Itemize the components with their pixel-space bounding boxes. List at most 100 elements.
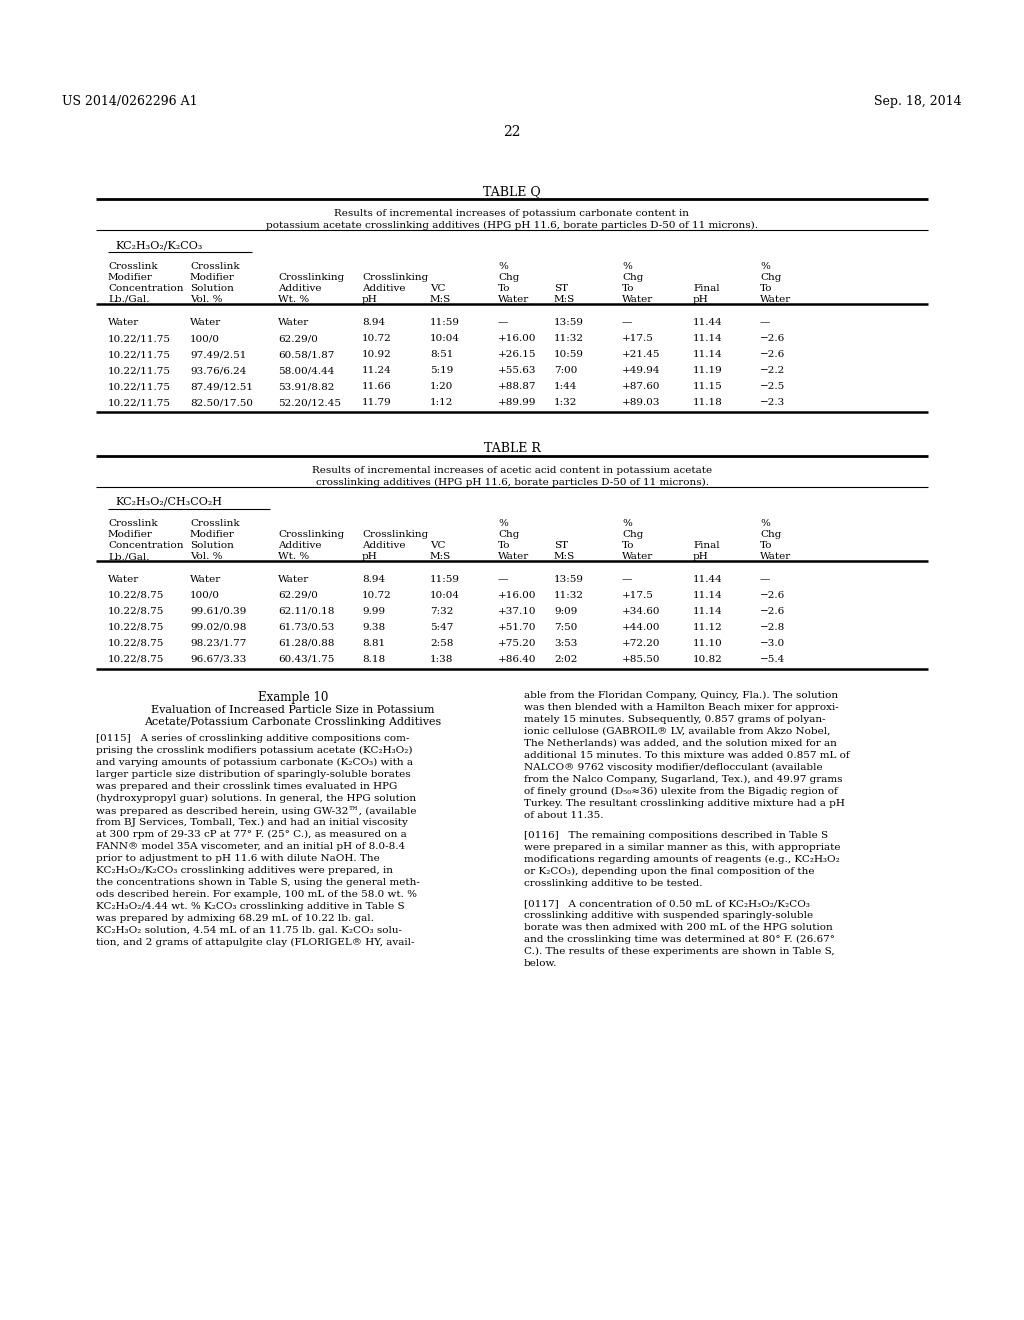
Text: Water: Water: [278, 576, 309, 583]
Text: +86.40: +86.40: [498, 655, 537, 664]
Text: —: —: [622, 576, 633, 583]
Text: +44.00: +44.00: [622, 623, 660, 632]
Text: Chg: Chg: [622, 273, 643, 282]
Text: 10.82: 10.82: [693, 655, 723, 664]
Text: 11.14: 11.14: [693, 334, 723, 343]
Text: 93.76/6.24: 93.76/6.24: [190, 366, 247, 375]
Text: Chg: Chg: [498, 273, 519, 282]
Text: TABLE Q: TABLE Q: [483, 185, 541, 198]
Text: +21.45: +21.45: [622, 350, 660, 359]
Text: +34.60: +34.60: [622, 607, 660, 616]
Text: ionic cellulose (GABROIL® LV, available from Akzo Nobel,: ionic cellulose (GABROIL® LV, available …: [524, 727, 830, 737]
Text: from BJ Services, Tomball, Tex.) and had an initial viscosity: from BJ Services, Tomball, Tex.) and had…: [96, 818, 408, 828]
Text: Water: Water: [108, 576, 139, 583]
Text: 11:59: 11:59: [430, 318, 460, 327]
Text: Modifier: Modifier: [190, 531, 234, 539]
Text: M:S: M:S: [430, 294, 452, 304]
Text: +89.03: +89.03: [622, 399, 660, 407]
Text: To: To: [622, 284, 635, 293]
Text: M:S: M:S: [554, 294, 575, 304]
Text: Water: Water: [190, 576, 221, 583]
Text: 13:59: 13:59: [554, 576, 584, 583]
Text: tion, and 2 grams of attapulgite clay (FLORIGEL® HY, avail-: tion, and 2 grams of attapulgite clay (F…: [96, 939, 415, 948]
Text: 11.14: 11.14: [693, 591, 723, 601]
Text: Chg: Chg: [498, 531, 519, 539]
Text: −2.2: −2.2: [760, 366, 785, 375]
Text: +16.00: +16.00: [498, 591, 537, 601]
Text: +49.94: +49.94: [622, 366, 660, 375]
Text: 11.66: 11.66: [362, 381, 392, 391]
Text: —: —: [498, 576, 508, 583]
Text: 11.44: 11.44: [693, 318, 723, 327]
Text: 10.22/8.75: 10.22/8.75: [108, 639, 165, 648]
Text: 58.00/4.44: 58.00/4.44: [278, 366, 335, 375]
Text: 7:32: 7:32: [430, 607, 454, 616]
Text: Solution: Solution: [190, 541, 233, 550]
Text: pH: pH: [362, 294, 378, 304]
Text: 10.22/11.75: 10.22/11.75: [108, 350, 171, 359]
Text: KC₂H₃O₂/CH₃CO₂H: KC₂H₃O₂/CH₃CO₂H: [115, 498, 222, 507]
Text: 9.38: 9.38: [362, 623, 385, 632]
Text: 10.72: 10.72: [362, 334, 392, 343]
Text: Water: Water: [498, 552, 529, 561]
Text: 11:32: 11:32: [554, 334, 584, 343]
Text: Final: Final: [693, 284, 720, 293]
Text: 11.12: 11.12: [693, 623, 723, 632]
Text: Crosslink: Crosslink: [108, 519, 158, 528]
Text: Crosslinking: Crosslinking: [278, 273, 344, 282]
Text: at 300 rpm of 29-33 cP at 77° F. (25° C.), as measured on a: at 300 rpm of 29-33 cP at 77° F. (25° C.…: [96, 830, 407, 840]
Text: 97.49/2.51: 97.49/2.51: [190, 350, 247, 359]
Text: −2.6: −2.6: [760, 334, 785, 343]
Text: −2.5: −2.5: [760, 381, 785, 391]
Text: Vol. %: Vol. %: [190, 552, 222, 561]
Text: 53.91/8.82: 53.91/8.82: [278, 381, 335, 391]
Text: NALCO® 9762 viscosity modifier/deflocculant (available: NALCO® 9762 viscosity modifier/defloccul…: [524, 763, 822, 772]
Text: 10:59: 10:59: [554, 350, 584, 359]
Text: 99.61/0.39: 99.61/0.39: [190, 607, 247, 616]
Text: 11.15: 11.15: [693, 381, 723, 391]
Text: 7:00: 7:00: [554, 366, 578, 375]
Text: +17.5: +17.5: [622, 334, 654, 343]
Text: Crosslink: Crosslink: [190, 519, 240, 528]
Text: M:S: M:S: [430, 552, 452, 561]
Text: 1:32: 1:32: [554, 399, 578, 407]
Text: The Netherlands) was added, and the solution mixed for an: The Netherlands) was added, and the solu…: [524, 739, 837, 748]
Text: ST: ST: [554, 541, 568, 550]
Text: 11.79: 11.79: [362, 399, 392, 407]
Text: was prepared as described herein, using GW-32™, (available: was prepared as described herein, using …: [96, 807, 417, 816]
Text: 2:02: 2:02: [554, 655, 578, 664]
Text: prising the crosslink modifiers potassium acetate (KC₂H₃O₂): prising the crosslink modifiers potassiu…: [96, 746, 413, 755]
Text: crosslinking additive with suspended sparingly-soluble: crosslinking additive with suspended spa…: [524, 911, 813, 920]
Text: To: To: [760, 541, 772, 550]
Text: %: %: [498, 519, 508, 528]
Text: −2.6: −2.6: [760, 591, 785, 601]
Text: 10:04: 10:04: [430, 334, 460, 343]
Text: 62.11/0.18: 62.11/0.18: [278, 607, 335, 616]
Text: 11.44: 11.44: [693, 576, 723, 583]
Text: +88.87: +88.87: [498, 381, 537, 391]
Text: %: %: [622, 519, 632, 528]
Text: +37.10: +37.10: [498, 607, 537, 616]
Text: To: To: [498, 541, 511, 550]
Text: ods described herein. For example, 100 mL of the 58.0 wt. %: ods described herein. For example, 100 m…: [96, 890, 417, 899]
Text: was then blended with a Hamilton Beach mixer for approxi-: was then blended with a Hamilton Beach m…: [524, 704, 839, 711]
Text: or K₂CO₃), depending upon the final composition of the: or K₂CO₃), depending upon the final comp…: [524, 867, 814, 876]
Text: 60.43/1.75: 60.43/1.75: [278, 655, 335, 664]
Text: crosslinking additives (HPG pH 11.6, borate particles D-50 of 11 microns).: crosslinking additives (HPG pH 11.6, bor…: [315, 478, 709, 487]
Text: 9:09: 9:09: [554, 607, 578, 616]
Text: FANN® model 35A viscometer, and an initial pH of 8.0-8.4: FANN® model 35A viscometer, and an initi…: [96, 842, 406, 851]
Text: mately 15 minutes. Subsequently, 0.857 grams of polyan-: mately 15 minutes. Subsequently, 0.857 g…: [524, 715, 825, 723]
Text: 1:20: 1:20: [430, 381, 454, 391]
Text: Crosslinking: Crosslinking: [362, 531, 428, 539]
Text: [0115]   A series of crosslinking additive compositions com-: [0115] A series of crosslinking additive…: [96, 734, 410, 743]
Text: To: To: [622, 541, 635, 550]
Text: —: —: [498, 318, 508, 327]
Text: Additive: Additive: [362, 541, 406, 550]
Text: of about 11.35.: of about 11.35.: [524, 810, 603, 820]
Text: +75.20: +75.20: [498, 639, 537, 648]
Text: VC: VC: [430, 284, 445, 293]
Text: 100/0: 100/0: [190, 591, 220, 601]
Text: KC₂H₃O₂ solution, 4.54 mL of an 11.75 lb. gal. K₂CO₃ solu-: KC₂H₃O₂ solution, 4.54 mL of an 11.75 lb…: [96, 927, 402, 935]
Text: pH: pH: [693, 552, 709, 561]
Text: C.). The results of these experiments are shown in Table S,: C.). The results of these experiments ar…: [524, 946, 835, 956]
